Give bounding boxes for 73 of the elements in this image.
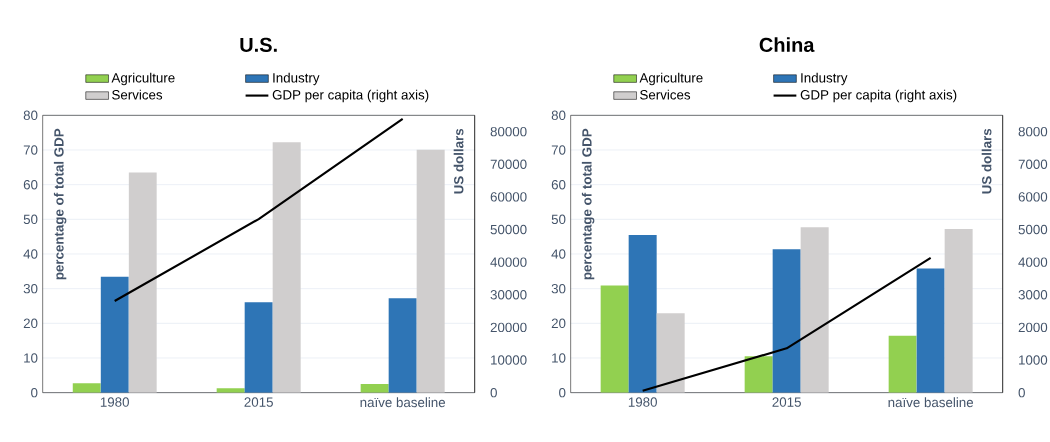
y2-axis-title: US dollars — [981, 128, 992, 194]
y-tick-label: 30 — [23, 283, 38, 294]
y-axis-title: percentage of total GDP — [581, 128, 595, 280]
y-tick-label: 20 — [23, 318, 38, 329]
y2-tick-label: 7000 — [1018, 159, 1048, 169]
y-tick-label: 60 — [551, 179, 566, 190]
bar — [744, 356, 773, 393]
y2-tick-label: 30000 — [490, 290, 527, 300]
legend-label: Agriculture — [639, 72, 703, 86]
y2-tick-label: 8000 — [1018, 126, 1048, 137]
y2-tick-label: 20000 — [490, 322, 527, 333]
y2-tick-label: 80000 — [490, 126, 527, 137]
bar — [416, 149, 445, 393]
y-tick-label: 0 — [31, 387, 38, 398]
chart-title: China — [759, 37, 815, 52]
legend-label: Services — [640, 89, 691, 100]
bar — [800, 227, 829, 393]
y2-tick-label: 60000 — [490, 192, 527, 202]
legend-label: Industry — [273, 72, 320, 86]
y-axis-title: percentage of total GDP — [53, 128, 67, 280]
legend-label: Services — [112, 89, 163, 100]
y-tick-label: 0 — [559, 387, 566, 398]
y2-tick-label: 3000 — [1018, 290, 1048, 300]
x-tick-label: 1980 — [100, 397, 129, 407]
y2-tick-label: 0 — [490, 387, 497, 398]
bar — [360, 383, 389, 393]
y2-tick-label: 6000 — [1018, 192, 1048, 202]
legend-label: Industry — [801, 72, 848, 86]
y-tick-label: 20 — [551, 318, 566, 329]
bar — [944, 229, 973, 393]
y-tick-label: 30 — [551, 283, 566, 294]
x-tick-label: 1980 — [628, 397, 657, 407]
y2-axis-title: US dollars — [453, 128, 464, 194]
y2-tick-label: 2000 — [1018, 322, 1048, 333]
bar — [244, 302, 273, 393]
bar — [656, 313, 685, 393]
y2-tick-label: 5000 — [1018, 224, 1048, 235]
bar — [916, 268, 945, 393]
y2-tick-label: 10000 — [491, 355, 527, 365]
y-tick-label: 50 — [551, 214, 566, 225]
y2-tick-label: 40000 — [490, 257, 527, 267]
y-tick-label: 10 — [552, 353, 566, 363]
bar — [600, 285, 629, 393]
bar — [72, 383, 101, 393]
bar — [100, 276, 129, 393]
y2-tick-label: 50000 — [490, 224, 527, 235]
bar — [128, 172, 157, 393]
x-tick-label: 2015 — [244, 397, 273, 407]
y-tick-label: 70 — [551, 145, 566, 155]
y2-tick-label: 0 — [1018, 387, 1025, 398]
bar — [388, 298, 417, 393]
y-tick-label: 40 — [23, 249, 38, 259]
y-tick-label: 10 — [24, 353, 38, 363]
bar — [272, 142, 301, 393]
bar — [772, 249, 801, 393]
bar — [888, 335, 917, 393]
legend-label: Agriculture — [111, 72, 175, 86]
x-tick-label: naïve baseline — [360, 397, 446, 408]
x-tick-label: 2015 — [772, 397, 801, 407]
legend-label: GDP per capita (right axis) — [272, 89, 429, 103]
x-tick-label: naïve baseline — [888, 397, 974, 408]
bar — [628, 234, 657, 393]
y-tick-label: 70 — [23, 145, 38, 155]
y2-tick-label: 1000 — [1019, 355, 1048, 365]
legend-label: GDP per capita (right axis) — [800, 89, 957, 103]
y2-tick-label: 70000 — [490, 159, 527, 169]
chart-title: U.S. — [240, 37, 277, 52]
y2-tick-label: 4000 — [1018, 257, 1048, 267]
y-tick-label: 50 — [23, 214, 38, 225]
y-tick-label: 40 — [551, 249, 566, 259]
y-tick-label: 60 — [23, 179, 38, 190]
y-tick-label: 80 — [551, 110, 566, 121]
y-tick-label: 80 — [23, 110, 38, 121]
